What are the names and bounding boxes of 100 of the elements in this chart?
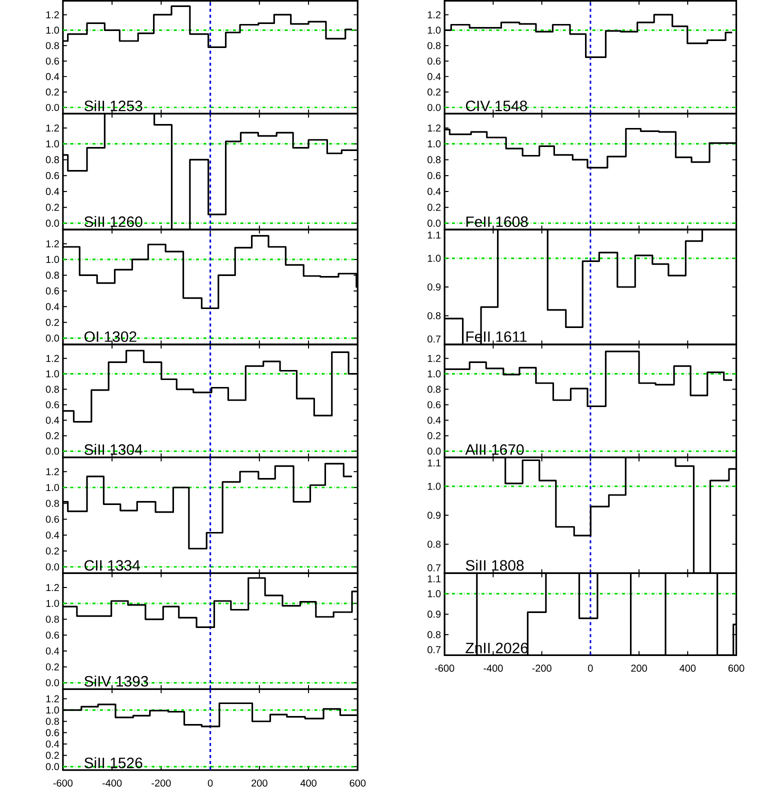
y-tick-label: 1.0 bbox=[428, 370, 441, 378]
x-tick-label: 400 bbox=[679, 664, 696, 672]
x-tick-label: 400 bbox=[300, 780, 316, 787]
y-tick-label: 1.2 bbox=[46, 354, 59, 362]
annotation: SiII 1808 bbox=[466, 560, 524, 571]
y-tick-label: 0.7 bbox=[427, 335, 440, 343]
y-tick-label: 1.0 bbox=[46, 256, 59, 263]
y-tick-label: 0.6 bbox=[427, 58, 440, 65]
y-tick-label: 0.6 bbox=[46, 287, 59, 294]
x-tick-label: -600 bbox=[434, 664, 454, 672]
y-tick-label: 0.0 bbox=[46, 763, 59, 770]
x-tick-label: 0 bbox=[588, 664, 593, 672]
y-tick-label: 1.2 bbox=[46, 695, 59, 702]
y-tick-label: 1.0 bbox=[46, 706, 59, 714]
y-tick-label: 0.2 bbox=[46, 204, 59, 211]
y-tick-label: 0.2 bbox=[427, 432, 440, 440]
y-tick-label: 0.0 bbox=[46, 563, 59, 570]
y-tick-label: 0.6 bbox=[46, 58, 59, 65]
y-tick-label: 0.4 bbox=[427, 188, 441, 195]
y-tick-label: 0.2 bbox=[46, 663, 59, 670]
y-tick-label: 0.0 bbox=[46, 334, 59, 342]
y-tick-label: 1.2 bbox=[46, 124, 59, 132]
y-tick-label: 0.8 bbox=[46, 616, 59, 623]
y-tick-label: 0.8 bbox=[46, 272, 59, 279]
y-tick-label: 0.8 bbox=[427, 631, 440, 638]
x-tick-label: 200 bbox=[631, 664, 647, 672]
y-tick-label: 0.2 bbox=[46, 318, 59, 326]
y-tick-label: 0.7 bbox=[427, 564, 440, 572]
x-tick-label: -400 bbox=[484, 664, 503, 672]
y-tick-label: 0.6 bbox=[46, 729, 59, 736]
y-tick-label: 0.9 bbox=[427, 610, 440, 618]
y-tick-label: 1.1 bbox=[428, 232, 440, 239]
y-tick-label: 0.2 bbox=[46, 432, 59, 440]
y-tick-label: 0.8 bbox=[427, 312, 440, 320]
annotation: SiII 1260 bbox=[84, 216, 142, 228]
y-tick-label: 1.0 bbox=[428, 254, 441, 262]
y-tick-label: 0.4 bbox=[46, 647, 59, 655]
annotation: SiII 1304 bbox=[84, 444, 142, 455]
x-tick-label: -200 bbox=[532, 664, 552, 672]
x-tick-label: 600 bbox=[350, 780, 366, 787]
y-tick-label: 1.1 bbox=[428, 459, 440, 466]
annotation: FeII 1608 bbox=[466, 216, 528, 228]
y-tick-label: 0.0 bbox=[427, 220, 441, 227]
y-tick-label: 0.0 bbox=[46, 220, 59, 227]
y-tick-label: 0.0 bbox=[427, 448, 441, 455]
y-tick-label: 1.0 bbox=[46, 484, 59, 492]
y-tick-label: 1.0 bbox=[428, 26, 441, 34]
y-tick-label: 0.8 bbox=[46, 42, 59, 50]
y-tick-label: 1.0 bbox=[428, 482, 441, 490]
y-tick-label: 0.8 bbox=[427, 386, 440, 393]
y-tick-label: 0.6 bbox=[427, 401, 440, 408]
y-tick-label: 0.4 bbox=[46, 532, 59, 539]
y-tick-label: 1.2 bbox=[46, 240, 59, 248]
y-tick-label: 0.4 bbox=[46, 188, 59, 195]
x-tick-label: -600 bbox=[53, 780, 72, 787]
y-tick-label: 0.8 bbox=[46, 500, 59, 507]
x-tick-label: -400 bbox=[102, 780, 122, 787]
y-tick-label: 0.6 bbox=[46, 632, 59, 639]
y-tick-label: 1.0 bbox=[46, 26, 59, 34]
y-tick-label: 1.2 bbox=[46, 11, 59, 18]
y-tick-label: 1.2 bbox=[46, 584, 59, 592]
y-tick-label: 0.0 bbox=[46, 679, 59, 686]
annotation: SiII 1526 bbox=[84, 757, 142, 768]
y-tick-label: 0.6 bbox=[46, 401, 59, 408]
y-tick-label: 0.4 bbox=[46, 73, 59, 80]
y-tick-label: 0.4 bbox=[427, 416, 441, 424]
y-tick-label: 1.0 bbox=[46, 370, 59, 378]
y-tick-label: 1.2 bbox=[46, 468, 59, 476]
y-tick-label: 0.6 bbox=[46, 516, 59, 523]
y-tick-label: 1.0 bbox=[46, 600, 59, 607]
y-tick-label: 0.8 bbox=[46, 386, 59, 393]
x-tick-label: 200 bbox=[251, 780, 268, 787]
y-tick-label: 1.2 bbox=[428, 124, 440, 132]
annotation: SiII 1253 bbox=[84, 100, 142, 112]
annotation: CII 1334 bbox=[84, 560, 140, 571]
y-tick-label: 1.0 bbox=[428, 140, 441, 148]
y-tick-label: 0.8 bbox=[46, 156, 59, 164]
y-tick-label: 0.4 bbox=[427, 73, 441, 80]
y-tick-label: 1.0 bbox=[46, 140, 59, 148]
y-tick-label: 0.4 bbox=[46, 416, 59, 424]
annotation: SiIV 1393 bbox=[84, 676, 148, 687]
y-tick-label: 0.8 bbox=[427, 42, 440, 50]
y-tick-label: 0.9 bbox=[427, 512, 440, 519]
y-tick-label: 0.6 bbox=[46, 172, 59, 180]
y-tick-label: 0.0 bbox=[46, 104, 59, 112]
y-tick-label: 1.1 bbox=[428, 575, 440, 582]
x-tick-label: -200 bbox=[151, 780, 171, 787]
y-tick-label: 0.7 bbox=[427, 646, 440, 654]
y-tick-label: 0.8 bbox=[427, 540, 440, 548]
y-tick-label: 0.8 bbox=[46, 718, 59, 725]
annotation: AlII 1670 bbox=[465, 444, 524, 455]
y-tick-label: 0.2 bbox=[427, 204, 440, 211]
y-tick-label: 0.4 bbox=[46, 303, 59, 310]
y-tick-label: 0.2 bbox=[46, 752, 59, 759]
y-tick-label: 1.2 bbox=[428, 354, 440, 362]
x-tick-label: 0 bbox=[208, 780, 213, 787]
y-tick-label: 1.2 bbox=[428, 11, 440, 18]
y-tick-label: 0.6 bbox=[427, 172, 440, 180]
y-tick-label: 0.8 bbox=[427, 156, 440, 164]
y-tick-label: 0.2 bbox=[427, 88, 440, 96]
